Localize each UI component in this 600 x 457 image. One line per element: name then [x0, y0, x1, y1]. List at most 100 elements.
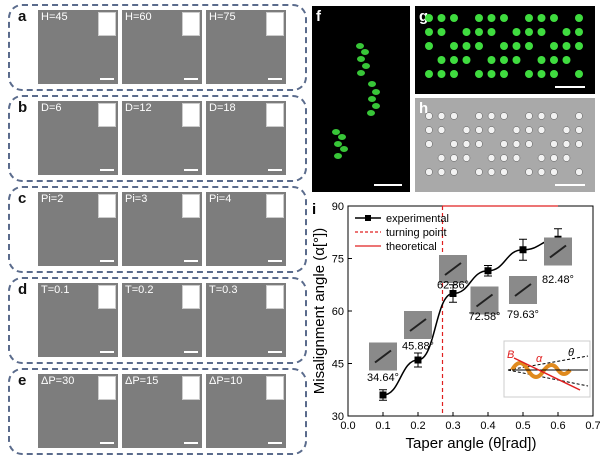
inset-label-b: B: [507, 349, 514, 361]
scale-bar: [100, 169, 114, 171]
param-label: H=75: [209, 11, 236, 23]
green-dot: [475, 14, 483, 22]
sem-dot: [525, 112, 533, 120]
thumbnail-helix: [549, 244, 567, 259]
green-dot: [475, 28, 483, 36]
x-tick-label: 0.5: [515, 420, 530, 432]
green-dot: [562, 28, 571, 36]
legend-theoretical: theoretical: [386, 241, 437, 253]
panel-label-b: b: [18, 99, 28, 116]
green-dot: [537, 70, 546, 78]
sem-dot: [437, 126, 446, 134]
sem-dot: [475, 168, 483, 176]
sem-dot: [425, 168, 433, 176]
sem-dot: [562, 154, 571, 162]
param-label: Pi=3: [125, 193, 148, 205]
green-dot: [425, 28, 433, 36]
thumbnail-helix: [409, 318, 427, 332]
sem-image-a3: H=75: [206, 10, 286, 84]
legend-turning-point: turning point: [386, 227, 447, 239]
scale-bar: [184, 442, 198, 444]
x-tick-label: 0.2: [410, 420, 425, 432]
helix-angle-inset: B α θ: [503, 340, 591, 398]
panel-label-f: f: [316, 8, 321, 25]
sem-image-c2: Pi=3: [122, 192, 202, 266]
thumbnail-helix: [475, 293, 494, 308]
helix-inset-icon: [182, 285, 200, 309]
green-dot: [487, 70, 496, 78]
param-label: D=6: [41, 102, 62, 114]
green-dot: [550, 14, 558, 22]
green-dot: [525, 14, 533, 22]
green-dot: [525, 28, 533, 36]
panel-group-c: c Pi=2 Pi=3 Pi=4: [8, 186, 307, 273]
panel-label-c: c: [18, 190, 27, 207]
sem-dot: [425, 112, 433, 120]
sem-dot: [525, 168, 533, 176]
green-dot: [537, 14, 546, 22]
panel-group-d: d T=0.1 T=0.2 T=0.3: [8, 277, 307, 364]
helix-inset-icon: [98, 194, 116, 218]
scale-bar: [268, 260, 282, 262]
helix-inset-icon: [266, 376, 284, 400]
sem-dot: [562, 126, 571, 134]
chart-misalignment: i 0.0 0.1 0.2 0.3 0.4 0.5 0.6 0.7 30 45 60 75 90 34.…: [311, 201, 600, 452]
data-point: [414, 356, 422, 364]
green-dot: [487, 28, 496, 36]
panel-label-h: h: [419, 100, 429, 117]
param-label: T=0.1: [41, 284, 70, 296]
green-dot: [450, 56, 458, 64]
helix-inset-icon: [182, 194, 200, 218]
fluorescent-helices: [332, 43, 402, 186]
scale-bar: [184, 351, 198, 353]
sem-image-b1: D=6: [38, 101, 118, 175]
panel-group-b: b D=6 D=12 D=18: [8, 95, 307, 182]
scale-bar: [184, 169, 198, 171]
sem-image-c3: Pi=4: [206, 192, 286, 266]
sem-dot: [562, 140, 571, 148]
sem-array-image-h: h: [415, 98, 595, 192]
panel-group-a: a H=45 H=60 H=75: [8, 4, 307, 91]
sem-dot: [450, 112, 458, 120]
panel-label-e: e: [18, 372, 27, 389]
legend: experimental turning point theoretical: [355, 213, 449, 253]
sem-dot: [512, 154, 521, 162]
x-tick-label: 0.1: [375, 420, 390, 432]
sem-image-c1: Pi=2: [38, 192, 118, 266]
y-tick-label: 30: [332, 411, 344, 423]
helix-inset-icon: [266, 285, 284, 309]
sem-image-e3: ΔP=10: [206, 374, 286, 448]
green-dot: [450, 70, 458, 78]
sem-dot: [425, 140, 433, 148]
param-label: ΔP=10: [209, 375, 243, 387]
green-dot: [550, 56, 558, 64]
data-point: [519, 246, 527, 254]
scale-bar: [100, 351, 114, 353]
x-axis-title: Taper angle (θ[rad]): [406, 435, 537, 452]
sem-dot: [550, 112, 558, 120]
param-label: T=0.3: [209, 284, 238, 296]
sem-dot: [500, 112, 508, 120]
green-dot: [475, 42, 483, 50]
sem-dot: [550, 154, 558, 162]
green-dot: [525, 42, 533, 50]
helix-inset-icon: [182, 376, 200, 400]
param-label: T=0.2: [125, 284, 154, 296]
param-label: Pi=2: [41, 193, 64, 205]
helix-inset-icon: [266, 12, 284, 36]
sem-dot: [537, 126, 546, 134]
panel-label-a: a: [18, 8, 27, 25]
green-dot: [550, 42, 558, 50]
sem-image-b3: D=18: [206, 101, 286, 175]
sem-dot: [475, 126, 483, 134]
data-point: [484, 267, 492, 275]
green-dot: [575, 28, 583, 36]
green-dot: [487, 56, 496, 64]
helix-inset-icon: [266, 194, 284, 218]
param-label: ΔP=30: [41, 375, 75, 387]
sem-dot: [487, 154, 496, 162]
x-tick-label: 0.3: [445, 420, 460, 432]
sem-dot: [537, 168, 546, 176]
sem-dot: [437, 154, 446, 162]
y-tick-label: 90: [332, 201, 344, 213]
